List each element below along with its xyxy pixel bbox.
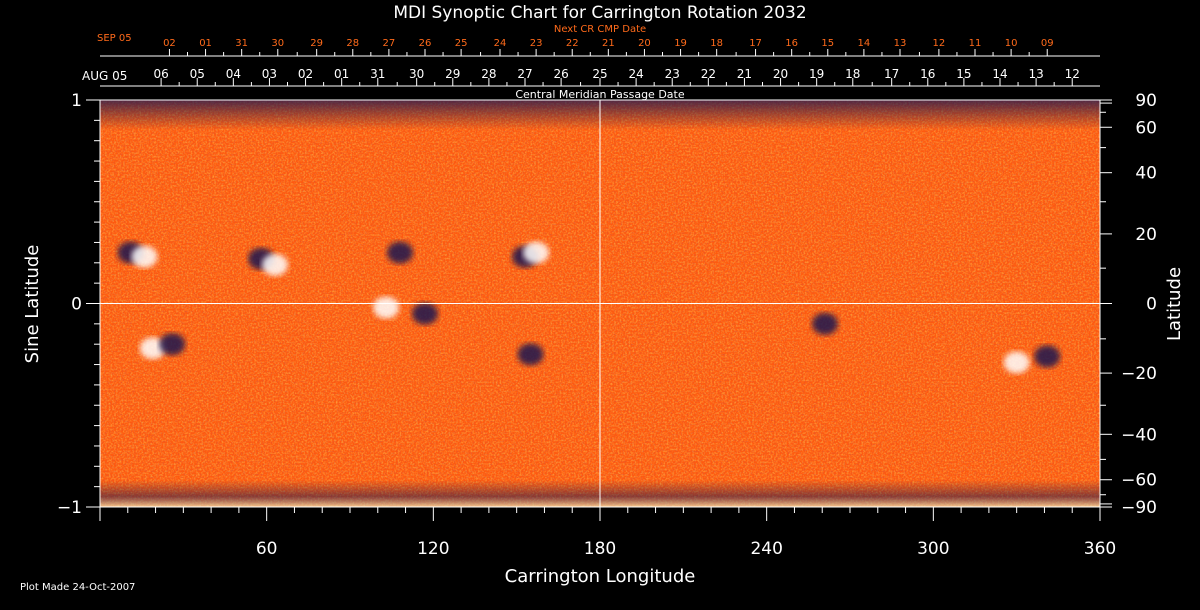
x-axis: 60 120 180 240 300 360 [99,507,1116,559]
next-date-label: 22 [566,38,579,49]
cmp-date-label: 03 [262,67,277,81]
next-date-label: 13 [894,38,907,49]
next-cr-title: Next CR CMP Date [554,24,646,35]
cmp-date-label: 31 [370,67,385,81]
y-right-tick-label: 60 [1135,118,1157,138]
next-cr-date-axis: 02 01 31 30 29 28 27 26 25 24 23 22 21 20 19 18 17 16 15 14… [100,38,1100,57]
active-region-positive [139,337,166,360]
y-axis-right: 90 60 40 20 0 −20 −40 −60 −90 [1100,91,1157,518]
active-regions [117,241,1061,374]
cmp-date-label: 19 [809,67,824,81]
cmp-date-label: 05 [190,67,205,81]
cmp-date-label: 17 [884,67,899,81]
active-region-positive [131,245,158,268]
active-region-positive [262,253,288,276]
cmp-date-label: 13 [1028,67,1043,81]
cmp-date-label: 26 [553,67,568,81]
next-date-label: 12 [933,38,946,49]
x-tick-label: 180 [584,539,616,559]
next-date-label: 14 [858,38,871,49]
cmp-date-label: 04 [226,67,241,81]
next-date-label: 11 [969,38,982,49]
next-date-label: 16 [785,38,798,49]
y-axis-left: 1 0 −1 [57,91,100,518]
cmp-date-label: 21 [737,67,752,81]
active-region-positive [523,241,550,264]
cmp-date-label: 22 [701,67,716,81]
next-date-label: 27 [383,38,396,49]
cmp-axis-title: Central Meridian Passage Date [515,88,684,101]
x-tick-label: 300 [917,539,949,559]
cmp-date-label: 24 [628,67,643,81]
active-region-negative [387,241,413,264]
x-tick-label: 60 [256,539,278,559]
cmp-date-label: 23 [665,67,680,81]
y-right-tick-label: −40 [1121,425,1157,445]
next-date-label: 18 [710,38,723,49]
active-region-negative [517,343,544,366]
footer-plot-made: Plot Made 24-Oct-2007 [20,582,135,593]
y-right-tick-label: 20 [1135,225,1157,245]
y-right-tick-label: 90 [1135,91,1157,111]
next-date-label: 17 [749,38,762,49]
y-left-tick-label: 1 [71,91,82,111]
next-date-label: 01 [199,38,212,49]
cmp-date-label: 27 [517,67,532,81]
cmp-month-label: AUG 05 [82,69,127,83]
next-date-label: 19 [674,38,687,49]
y-right-tick-label: −90 [1121,498,1157,518]
chart-title: MDI Synoptic Chart for Carrington Rotati… [393,3,806,23]
next-date-label: 15 [821,38,834,49]
cmp-date-label: 30 [409,67,424,81]
next-date-label: 25 [455,38,468,49]
cmp-date-label: 14 [992,67,1007,81]
cmp-date-label: 06 [153,67,168,81]
next-date-label: 31 [235,38,248,49]
next-date-label: 30 [271,38,284,49]
active-region-negative [812,312,838,335]
x-axis-label: Carrington Longitude [505,566,696,587]
active-region-negative [159,333,186,356]
next-date-label: 29 [310,38,323,49]
cmp-date-label: 18 [845,67,860,81]
cmp-date-label: 25 [592,67,607,81]
next-date-label: 28 [346,38,359,49]
next-date-label: 10 [1005,38,1018,49]
y-left-tick-label: 0 [71,295,82,315]
active-region-negative [412,302,438,325]
next-date-label: 23 [530,38,543,49]
x-tick-label: 120 [417,539,449,559]
cmp-date-label: 20 [773,67,788,81]
cmp-date-label: 01 [334,67,349,81]
y-axis-right-label: Latitude [1164,267,1185,341]
active-region-positive [373,296,400,319]
cmp-date-label: 28 [481,67,496,81]
cmp-date-label: 12 [1065,67,1080,81]
next-month-label: SEP 05 [97,33,132,44]
active-region-negative [1034,345,1061,368]
next-date-label: 21 [602,38,615,49]
next-date-label: 09 [1041,38,1054,49]
y-axis-left-label: Sine Latitude [22,245,43,364]
next-date-label: 02 [163,38,176,49]
cmp-date-label: 29 [445,67,460,81]
y-left-tick-label: −1 [57,498,82,518]
cmp-date-axis: 06 05 04 03 02 01 31 30 29 28 27 26 25 24 23 22 21 20 19 18… [100,67,1100,87]
next-date-label: 26 [419,38,432,49]
cmp-date-label: 02 [298,67,313,81]
y-right-tick-label: 0 [1146,295,1157,315]
active-region-positive [1003,351,1030,374]
x-tick-label: 360 [1084,539,1116,559]
cmp-date-label: 15 [956,67,971,81]
y-right-tick-label: 40 [1135,164,1157,184]
y-right-tick-label: −60 [1121,471,1157,491]
next-date-label: 24 [494,38,507,49]
y-right-tick-label: −20 [1121,364,1157,384]
x-tick-label: 240 [750,539,782,559]
cmp-date-label: 16 [920,67,935,81]
next-date-label: 20 [638,38,651,49]
